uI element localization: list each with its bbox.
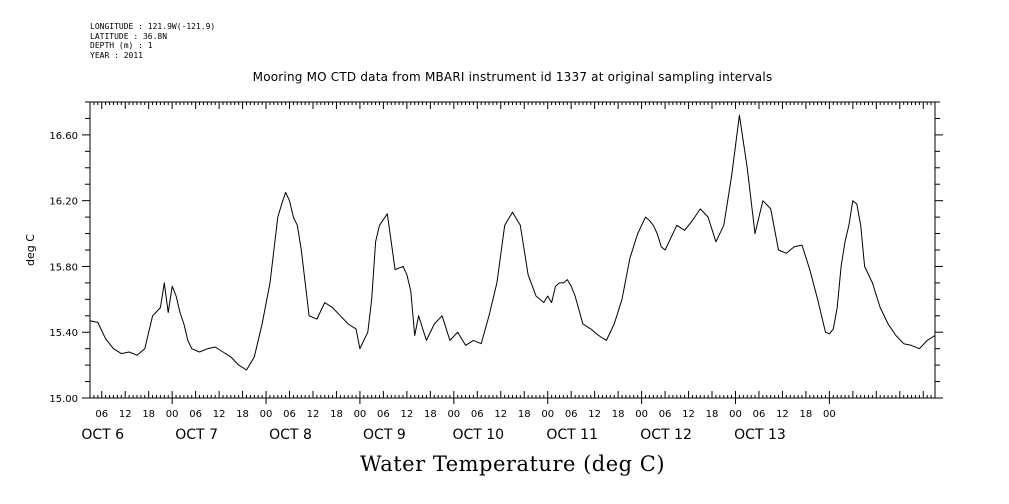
- x-day-label: OCT 11: [546, 427, 598, 443]
- y-axis-label: deg C: [24, 234, 37, 266]
- y-tick-label: 15.00: [49, 394, 78, 405]
- x-tick-label: 18: [612, 409, 625, 420]
- y-tick-label: 16.60: [49, 131, 78, 142]
- x-tick-label: 12: [401, 409, 414, 420]
- x-tick-label: 00: [260, 409, 273, 420]
- x-tick-label: 06: [659, 409, 672, 420]
- latitude-text: LATITUDE : 36.8N: [90, 31, 168, 41]
- y-tick-labels: 15.00 15.40 15.80 16.20 16.60: [49, 131, 78, 405]
- x-tick-label: 18: [330, 409, 343, 420]
- y-tick-label: 15.40: [49, 328, 78, 339]
- x-tick-label: 06: [95, 409, 108, 420]
- x-tick-label: 18: [142, 409, 155, 420]
- x-tick-label: 06: [753, 409, 766, 420]
- longitude-text: LONGITUDE : 121.9W(-121.9): [90, 22, 216, 31]
- x-day-label: OCT 6: [81, 427, 124, 443]
- axis-ticks: [82, 101, 943, 404]
- x-day-label: OCT 8: [269, 427, 312, 443]
- x-tick-label: 18: [706, 409, 719, 420]
- x-tick-label: 12: [213, 409, 226, 420]
- x-tick-label: 18: [518, 409, 531, 420]
- x-tick-label: 00: [635, 409, 648, 420]
- y-tick-label: 16.20: [49, 197, 78, 208]
- x-day-label: OCT 10: [452, 427, 504, 443]
- x-day-label: OCT 13: [734, 427, 786, 443]
- x-tick-label: 00: [354, 409, 367, 420]
- x-tick-label: 12: [119, 409, 132, 420]
- plot-frame: [89, 101, 936, 399]
- plot-border: [89, 101, 936, 399]
- x-day-labels: OCT 6 OCT 7 OCT 8 OCT 9 OCT 10 OCT 11 OCT 12 OC…: [81, 427, 785, 443]
- x-day-label: OCT 9: [363, 427, 406, 443]
- series-layer: [89, 114, 936, 371]
- x-day-label: OCT 12: [640, 427, 692, 443]
- x-tick-label: 00: [447, 409, 460, 420]
- year-text: YEAR : 2011: [90, 50, 143, 60]
- x-tick-label: 18: [236, 409, 249, 420]
- depth-text: DEPTH (m) : 1: [90, 41, 153, 50]
- x-tick-label: 12: [307, 409, 320, 420]
- x-tick-label: 12: [588, 409, 601, 420]
- x-tick-label: 12: [682, 409, 695, 420]
- x-tick-label: 06: [189, 409, 202, 420]
- x-tick-label: 06: [565, 409, 578, 420]
- y-tick-label: 15.80: [49, 262, 78, 273]
- x-axis-label: Water Temperature (deg C): [359, 452, 666, 476]
- x-tick-label: 18: [800, 409, 813, 420]
- chart-title: Mooring MO CTD data from MBARI instrumen…: [252, 70, 773, 84]
- x-tick-label: 12: [776, 409, 789, 420]
- x-tick-label: 18: [424, 409, 437, 420]
- x-day-label: OCT 7: [175, 427, 218, 443]
- metadata-block: LONGITUDE : 121.9W(-121.9) LATITUDE : 36…: [90, 22, 215, 60]
- x-tick-label: 00: [729, 409, 742, 420]
- series-line-0: [89, 114, 936, 371]
- x-tick-label: 06: [377, 409, 390, 420]
- x-tick-label: 00: [166, 409, 179, 420]
- x-tick-label: 00: [541, 409, 554, 420]
- x-tick-labels: 06 12 18 00 06 12 18 00 06 12 18 00 06 12 18 00 06 12 18 00…: [95, 409, 835, 420]
- x-tick-label: 00: [823, 409, 836, 420]
- x-tick-label: 12: [494, 409, 507, 420]
- x-tick-label: 06: [471, 409, 484, 420]
- x-tick-label: 06: [283, 409, 296, 420]
